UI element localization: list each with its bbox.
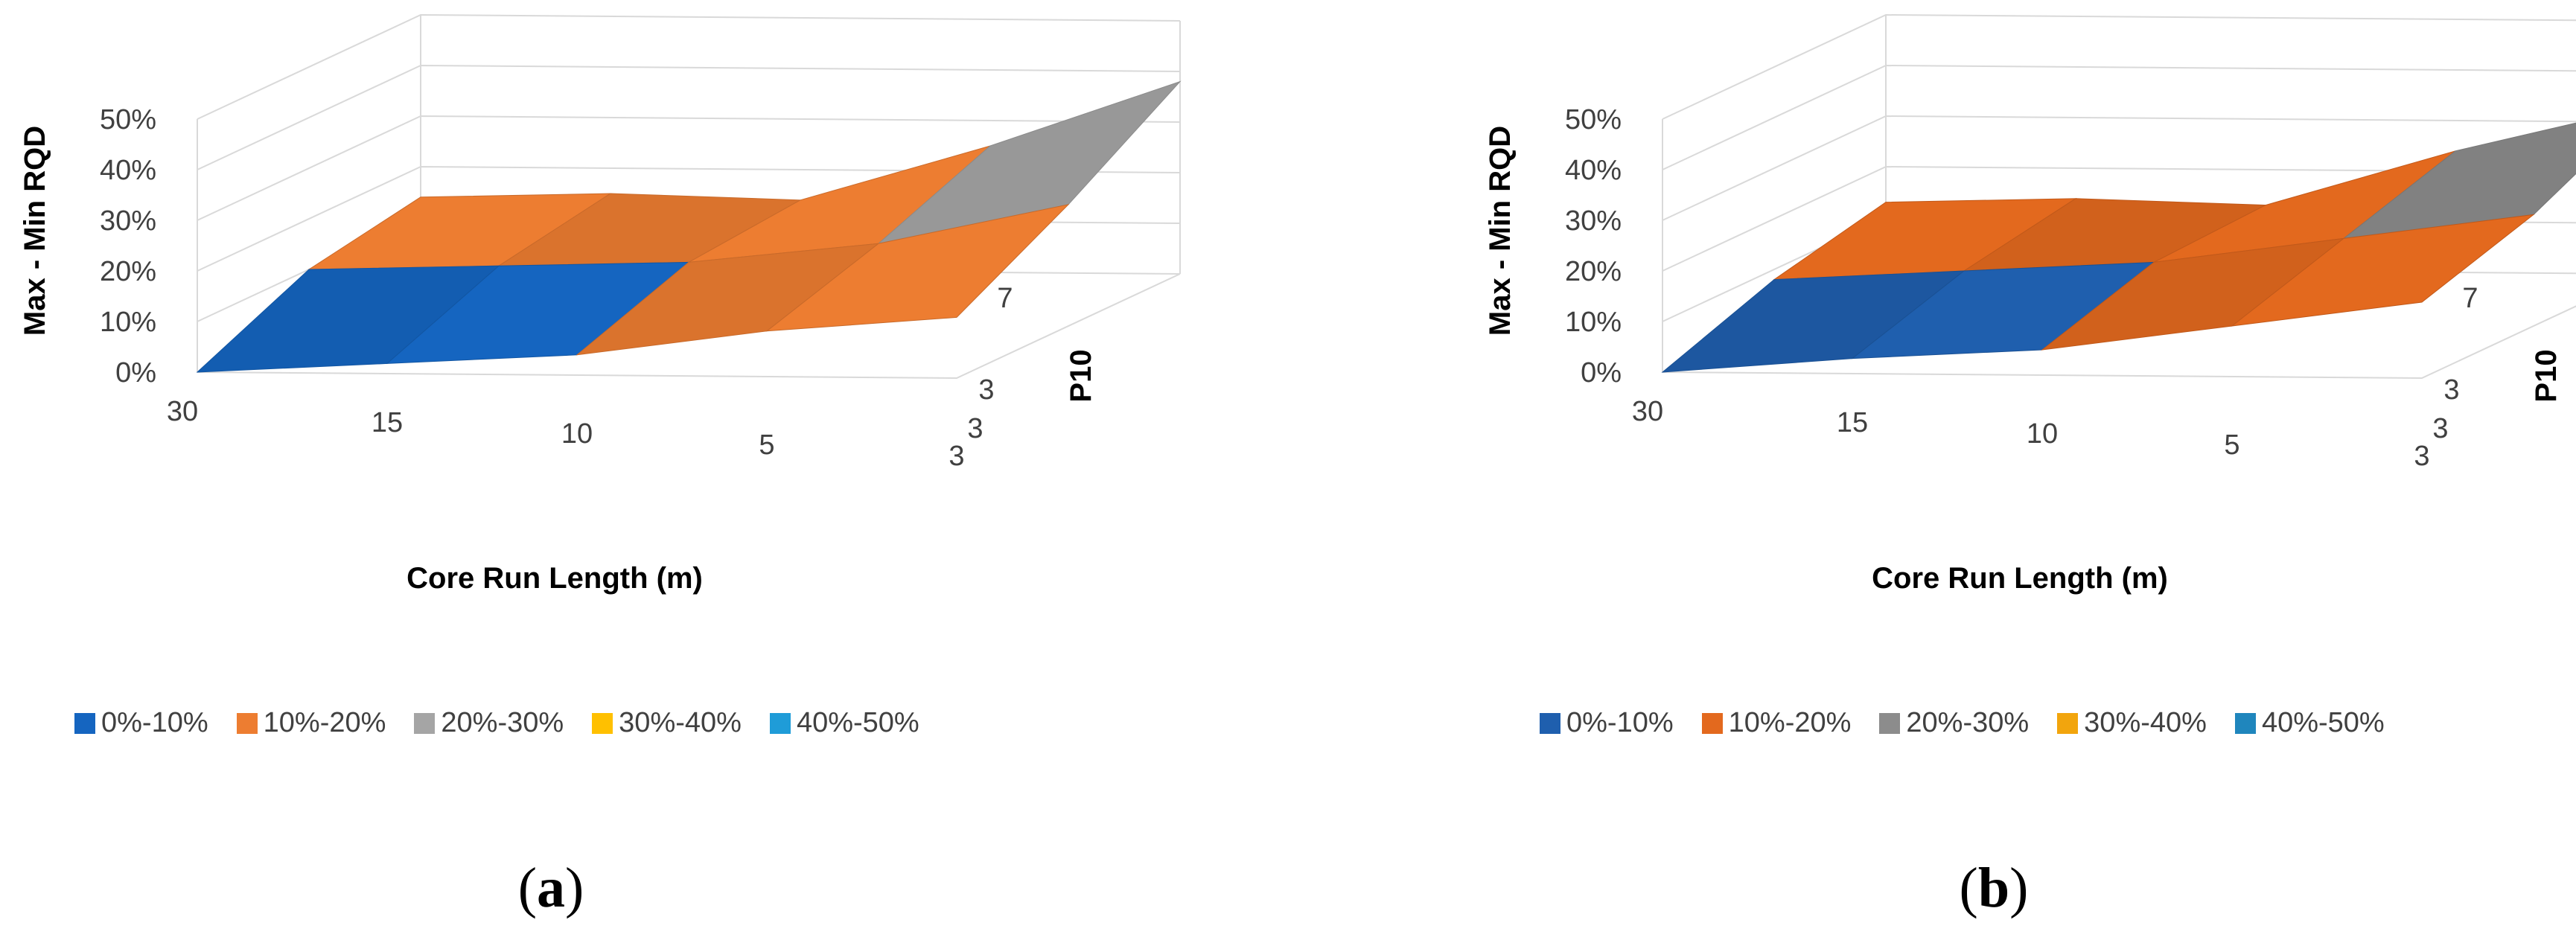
x-tick-label: 3 xyxy=(949,441,964,472)
legend-item: 20%-30% xyxy=(414,707,564,739)
legend-swatch xyxy=(769,712,791,734)
y-axis-title: P10 xyxy=(2530,349,2563,402)
surface xyxy=(1661,122,2576,373)
gridlines xyxy=(197,13,1181,380)
y-tick-label: 3 xyxy=(978,374,994,406)
surface xyxy=(196,80,1182,373)
y-axis-title: P10 xyxy=(1065,349,1097,402)
legend-label: 40%-50% xyxy=(796,707,919,738)
y-tick-label: 7 xyxy=(997,283,1013,314)
z-tick-label: 30% xyxy=(1565,205,1622,237)
z-tick-label: 10% xyxy=(1565,307,1622,338)
y-tick-label: 7 xyxy=(2462,283,2478,314)
legend-item: 40%-50% xyxy=(2234,707,2385,739)
panel-label-a: (a) xyxy=(517,857,584,919)
legend-item: 20%-30% xyxy=(1879,707,2029,739)
legend-label: 0%-10% xyxy=(1566,707,1674,738)
legend-label: 30%-40% xyxy=(619,707,742,738)
z-tick-label: 30% xyxy=(100,205,156,237)
legend-label: 40%-50% xyxy=(2261,707,2385,738)
legend-swatch xyxy=(236,712,258,734)
legend-item: 0%-10% xyxy=(1540,707,1674,739)
chart-panel-b: 0% 10% 20% 30% 40% 50% 30 15 10 5 3 3 3 7 Max - Min RQ… xyxy=(1465,0,2576,946)
z-tick-label: 20% xyxy=(1565,256,1622,287)
z-axis-title: Max - Min RQD xyxy=(19,126,51,336)
x-axis-title: Core Run Length (m) xyxy=(407,562,703,595)
y-tick-label: 3 xyxy=(967,413,983,444)
y-tick-label: 3 xyxy=(2443,374,2459,406)
legend-swatch xyxy=(2057,712,2079,734)
z-tick-label: 50% xyxy=(1565,104,1622,135)
x-tick-label: 10 xyxy=(2027,418,2058,450)
legend-swatch xyxy=(414,712,436,734)
legend-item: 30%-40% xyxy=(2057,707,2207,739)
legend-label: 20%-30% xyxy=(441,707,564,738)
x-tick-label: 5 xyxy=(759,429,774,461)
legend-swatch xyxy=(1701,712,1723,734)
z-tick-label: 0% xyxy=(1581,357,1622,389)
z-tick-label: 40% xyxy=(100,155,156,186)
legend-item: 10%-20% xyxy=(1701,707,1852,739)
z-tick-label: 40% xyxy=(1565,155,1622,186)
surface-cell xyxy=(765,203,1070,332)
z-tick-label: 50% xyxy=(100,104,156,135)
x-tick-label: 30 xyxy=(167,396,198,427)
legend-label: 30%-40% xyxy=(2084,707,2207,738)
legend-item: 0%-10% xyxy=(74,707,208,739)
legend-swatch xyxy=(1879,712,1901,734)
legend-label: 20%-30% xyxy=(1906,707,2030,738)
legend-b: 0%-10% 10%-20% 20%-30% 30%-40% 40%-50% xyxy=(1540,707,2385,739)
legend-swatch xyxy=(1540,712,1560,734)
x-tick-label: 30 xyxy=(1632,396,1663,427)
x-tick-label: 3 xyxy=(2414,441,2429,472)
x-axis-title: Core Run Length (m) xyxy=(1872,562,2168,595)
x-tick-label: 5 xyxy=(2224,429,2239,461)
legend-swatch xyxy=(592,712,613,734)
legend-item: 10%-20% xyxy=(236,707,386,739)
legend-a: 0%-10% 10%-20% 20%-30% 30%-40% 40%-50% xyxy=(74,707,919,739)
surface-cell xyxy=(2231,214,2535,327)
floor-edge xyxy=(197,273,1181,380)
z-axis-title: Max - Min RQD xyxy=(1484,126,1517,336)
legend-item: 30%-40% xyxy=(592,707,742,739)
legend-swatch xyxy=(2234,712,2256,734)
x-tick-label: 10 xyxy=(561,418,593,450)
z-tick-label: 0% xyxy=(115,357,156,389)
chart-panel-a: 0% 10% 20% 30% 40% 50% 30 15 10 5 3 3 3 7 Max - Min RQ… xyxy=(19,13,1182,919)
legend-label: 10%-20% xyxy=(1728,707,1852,738)
x-tick-label: 15 xyxy=(1837,407,1868,438)
z-tick-label: 10% xyxy=(100,307,156,338)
legend-item: 40%-50% xyxy=(769,707,919,739)
legend-label: 0%-10% xyxy=(101,707,208,738)
floor-edge xyxy=(1662,305,2576,380)
panel-label-b: (b) xyxy=(1959,857,2029,919)
x-tick-label: 15 xyxy=(372,407,403,438)
legend-swatch xyxy=(74,712,95,734)
z-tick-label: 20% xyxy=(100,256,156,287)
y-tick-label: 3 xyxy=(2432,413,2448,444)
legend-label: 10%-20% xyxy=(263,707,386,738)
